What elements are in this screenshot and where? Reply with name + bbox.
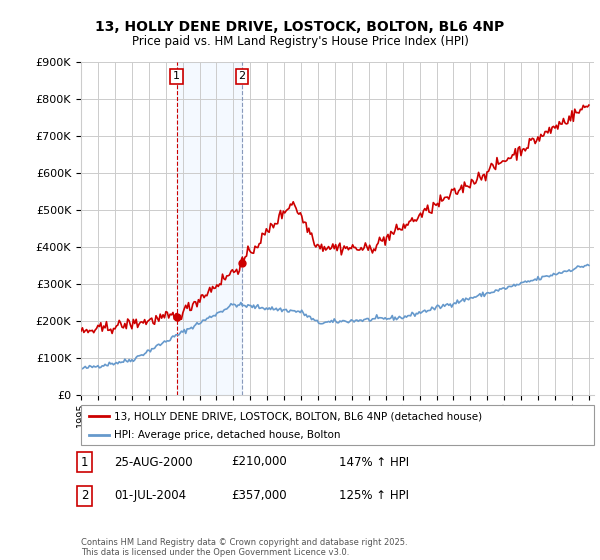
Text: 1: 1: [173, 72, 180, 81]
Text: 01-JUL-2004: 01-JUL-2004: [114, 489, 186, 502]
Text: 2: 2: [81, 489, 89, 502]
Text: 147% ↑ HPI: 147% ↑ HPI: [339, 455, 409, 469]
Text: 125% ↑ HPI: 125% ↑ HPI: [339, 489, 409, 502]
Text: 25-AUG-2000: 25-AUG-2000: [114, 455, 193, 469]
Text: £210,000: £210,000: [231, 455, 287, 469]
Text: 13, HOLLY DENE DRIVE, LOSTOCK, BOLTON, BL6 4NP: 13, HOLLY DENE DRIVE, LOSTOCK, BOLTON, B…: [95, 20, 505, 34]
Text: 2: 2: [238, 72, 245, 81]
Bar: [176, 62, 242, 395]
Text: Contains HM Land Registry data © Crown copyright and database right 2025.
This d: Contains HM Land Registry data © Crown c…: [81, 538, 407, 557]
Text: HPI: Average price, detached house, Bolton: HPI: Average price, detached house, Bolt…: [115, 430, 341, 440]
Text: 13, HOLLY DENE DRIVE, LOSTOCK, BOLTON, BL6 4NP (detached house): 13, HOLLY DENE DRIVE, LOSTOCK, BOLTON, B…: [115, 411, 482, 421]
Text: 1: 1: [81, 455, 89, 469]
Text: £357,000: £357,000: [231, 489, 287, 502]
FancyBboxPatch shape: [81, 405, 594, 445]
Text: Price paid vs. HM Land Registry's House Price Index (HPI): Price paid vs. HM Land Registry's House …: [131, 35, 469, 48]
